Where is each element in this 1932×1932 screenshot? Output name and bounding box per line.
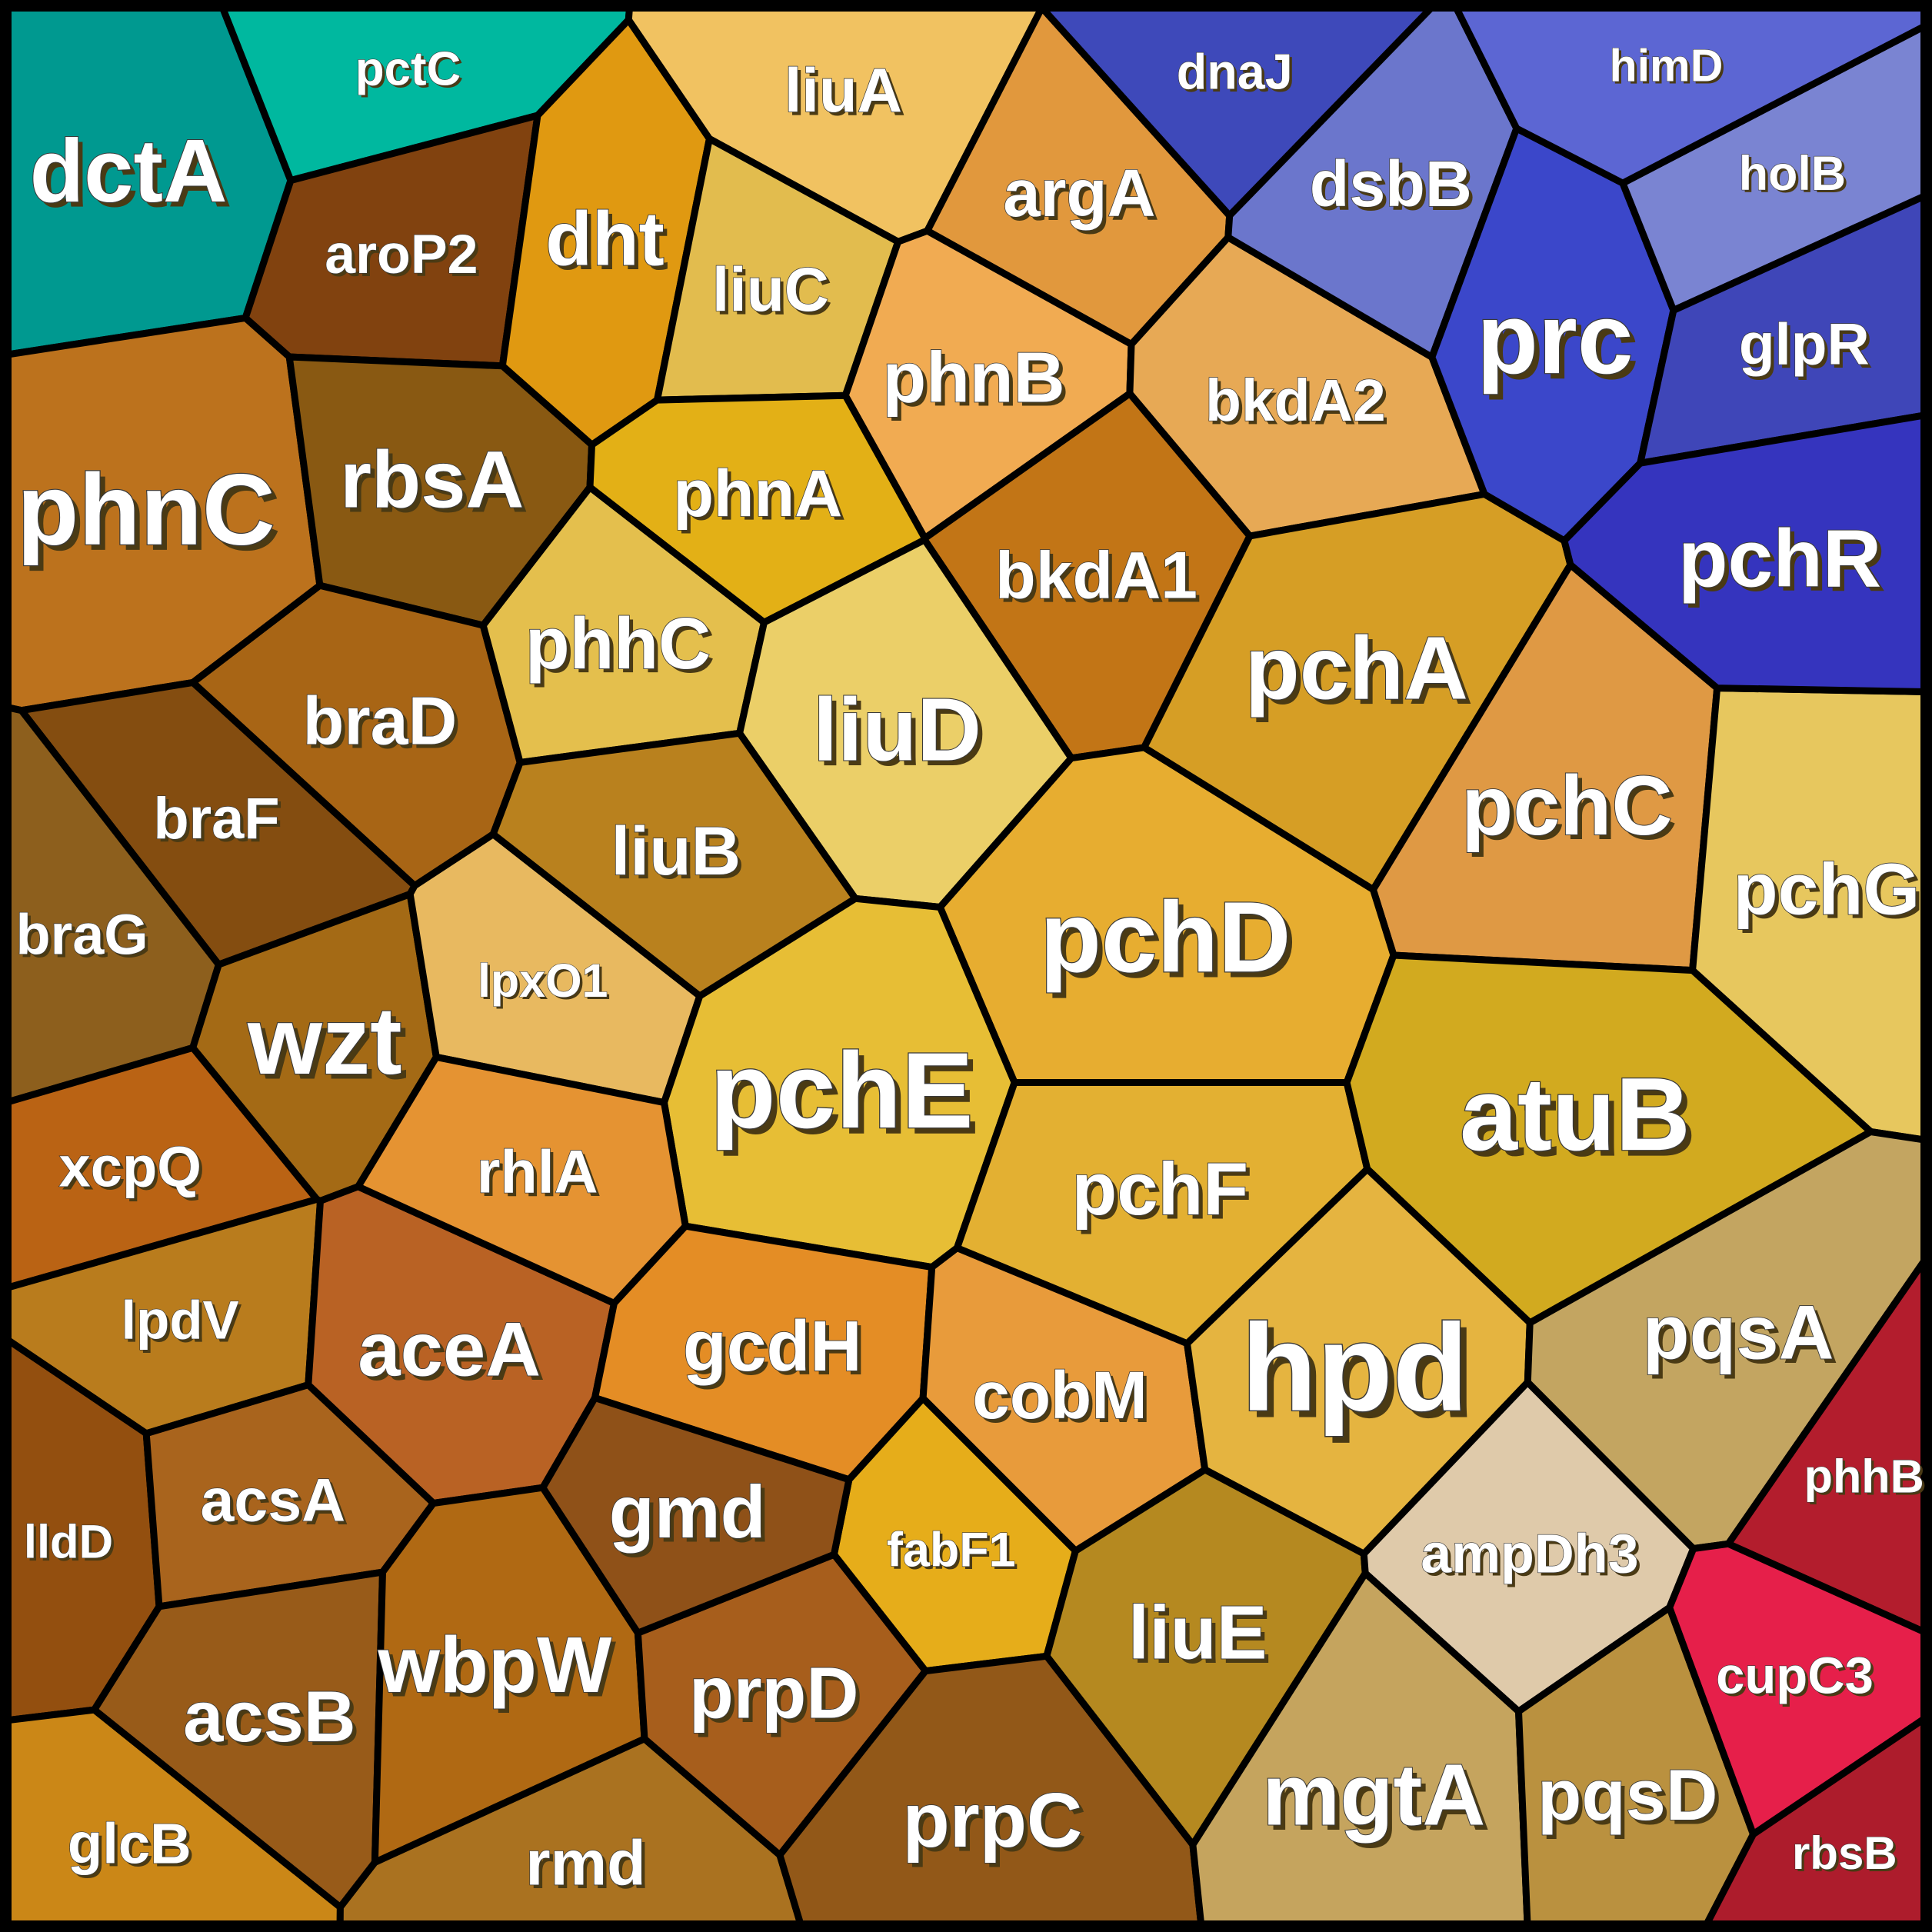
svg-text:phnB: phnB	[883, 337, 1065, 417]
svg-text:rmd: rmd	[525, 1827, 645, 1899]
svg-text:bkdA2: bkdA2	[1205, 368, 1386, 434]
svg-text:glcB: glcB	[68, 1811, 192, 1875]
svg-text:rbsB: rbsB	[1792, 1827, 1897, 1879]
svg-text:liuB: liuB	[611, 812, 741, 889]
svg-text:aceA: aceA	[358, 1307, 541, 1393]
svg-text:pchF: pchF	[1072, 1148, 1249, 1231]
svg-text:dctA: dctA	[30, 122, 228, 221]
svg-text:ampDh3: ampDh3	[1421, 1524, 1638, 1585]
svg-text:lldD: lldD	[24, 1515, 113, 1568]
svg-text:wbpW: wbpW	[378, 1621, 612, 1709]
svg-text:liuA: liuA	[784, 56, 902, 125]
svg-text:pqsD: pqsD	[1537, 1754, 1718, 1835]
svg-text:pchC: pchC	[1461, 759, 1673, 853]
svg-text:liuD: liuD	[813, 680, 981, 780]
svg-text:prpC: prpC	[903, 1777, 1083, 1864]
svg-text:phhB: phhB	[1804, 1450, 1924, 1502]
svg-text:dnaJ: dnaJ	[1177, 44, 1293, 100]
svg-text:hpd: hpd	[1241, 1299, 1468, 1437]
svg-text:phnC: phnC	[17, 453, 275, 566]
svg-text:bkdA1: bkdA1	[995, 539, 1198, 613]
svg-text:phnA: phnA	[673, 457, 842, 531]
svg-text:braD: braD	[303, 683, 458, 759]
svg-text:acsA: acsA	[200, 1467, 345, 1534]
svg-text:fabF1: fabF1	[887, 1524, 1015, 1577]
svg-text:prc: prc	[1477, 282, 1634, 395]
svg-text:pchG: pchG	[1734, 849, 1920, 931]
svg-text:liuC: liuC	[712, 255, 829, 325]
svg-text:dht: dht	[545, 197, 665, 282]
svg-text:xcpQ: xcpQ	[59, 1135, 202, 1199]
svg-text:rhlA: rhlA	[477, 1138, 598, 1206]
svg-text:wzt: wzt	[247, 988, 402, 1094]
svg-text:lpdV: lpdV	[122, 1290, 239, 1351]
svg-text:atuB: atuB	[1460, 1056, 1690, 1172]
svg-text:phhC: phhC	[525, 603, 711, 685]
svg-text:liuE: liuE	[1128, 1591, 1267, 1675]
svg-text:aroP2: aroP2	[325, 224, 478, 285]
svg-text:acsB: acsB	[183, 1676, 355, 1757]
svg-text:rbsA: rbsA	[340, 435, 524, 525]
svg-text:prpD: prpD	[689, 1653, 858, 1734]
svg-text:pqsA: pqsA	[1643, 1291, 1834, 1376]
svg-text:argA: argA	[1003, 156, 1155, 231]
svg-text:himD: himD	[1610, 39, 1724, 91]
svg-text:braG: braG	[15, 903, 148, 967]
svg-text:glpR: glpR	[1739, 312, 1870, 378]
svg-text:cobM: cobM	[972, 1358, 1147, 1433]
svg-text:gmd: gmd	[609, 1471, 766, 1554]
svg-text:mgtA: mgtA	[1262, 1747, 1485, 1844]
svg-text:dsbB: dsbB	[1310, 148, 1472, 220]
svg-text:pchE: pchE	[710, 1030, 974, 1151]
svg-text:pctC: pctC	[355, 42, 461, 95]
svg-text:pchA: pchA	[1245, 618, 1468, 718]
svg-text:holB: holB	[1739, 147, 1846, 201]
svg-text:lpxO1: lpxO1	[478, 954, 608, 1007]
svg-text:gcdH: gcdH	[683, 1306, 862, 1386]
svg-text:pchD: pchD	[1040, 881, 1291, 993]
svg-text:braF: braF	[153, 786, 279, 851]
svg-text:cupC3: cupC3	[1716, 1647, 1874, 1705]
svg-text:pchR: pchR	[1678, 513, 1881, 604]
